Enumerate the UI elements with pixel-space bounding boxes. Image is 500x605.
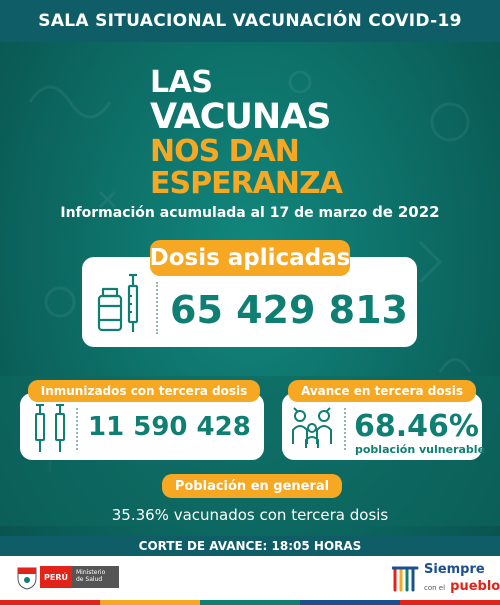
doses-divider (156, 282, 158, 334)
brand-line-2: pueblo (450, 578, 500, 594)
third-dose-divider (76, 408, 78, 450)
page-title: SALA SITUACIONAL VACUNACIÓN COVID-19 (38, 11, 462, 31)
slogan-line-3: NOS DAN (150, 134, 300, 169)
third-dose-label: Inmunizados con tercera dosis (28, 380, 260, 402)
footer-stripe (0, 600, 500, 605)
family-icon (292, 407, 332, 448)
population-text: 35.36% vacunados con tercera dosis (111, 506, 389, 524)
info-date: Información acumulada al 17 de marzo de … (0, 203, 500, 221)
progress-value: 68.46% (354, 409, 479, 444)
info-connector: de (372, 203, 393, 221)
progress-divider (344, 408, 346, 450)
country-label: PERÚ (40, 566, 72, 588)
peru-logo: PERÚ Ministerio de Salud (40, 566, 120, 588)
slogan-line-1: LAS (150, 65, 213, 100)
ministry-line-2: de Salud (75, 576, 103, 583)
info-year: 2022 (397, 203, 440, 221)
info-prefix: Información acumulada al 17 de marzo (60, 205, 368, 221)
brand-line-2-wrap: con el pueblo (424, 577, 500, 594)
header-bar: SALA SITUACIONAL VACUNACIÓN COVID-19 (0, 0, 500, 42)
doses-label: Dosis aplicadas (150, 240, 350, 276)
cutoff-text: CORTE DE AVANCE: 18:05 HORAS (138, 539, 362, 553)
footer: PERÚ Ministerio de Salud Siempre con el … (0, 556, 500, 605)
brand-text: Siempre con el pueblo (424, 563, 500, 593)
slogan-line-4: ESPERANZA (150, 166, 343, 201)
doses-value: 65 429 813 (170, 288, 408, 332)
ministry-label: Ministerio de Salud (71, 566, 120, 588)
slogan: LAS VACUNAS NOS DAN ESPERANZA (150, 65, 343, 201)
ministry-line-1: Ministerio (75, 569, 106, 577)
third-dose-value: 11 590 428 (88, 412, 251, 442)
peru-shield-icon (17, 567, 37, 590)
cutoff-bar: CORTE DE AVANCE: 18:05 HORAS (0, 536, 500, 556)
brand-stripes-icon (392, 566, 419, 592)
population-label: Población en general (162, 474, 342, 498)
progress-label: Avance en tercera dosis (288, 380, 476, 402)
progress-sublabel: población vulnerable (355, 443, 486, 456)
syringes-icon (35, 404, 65, 452)
vaccine-vial-syringe-icon (97, 273, 139, 332)
brand-line-1: Siempre (424, 562, 485, 577)
slogan-line-2: VACUNAS (150, 97, 331, 137)
brand-small: con el (424, 583, 446, 592)
